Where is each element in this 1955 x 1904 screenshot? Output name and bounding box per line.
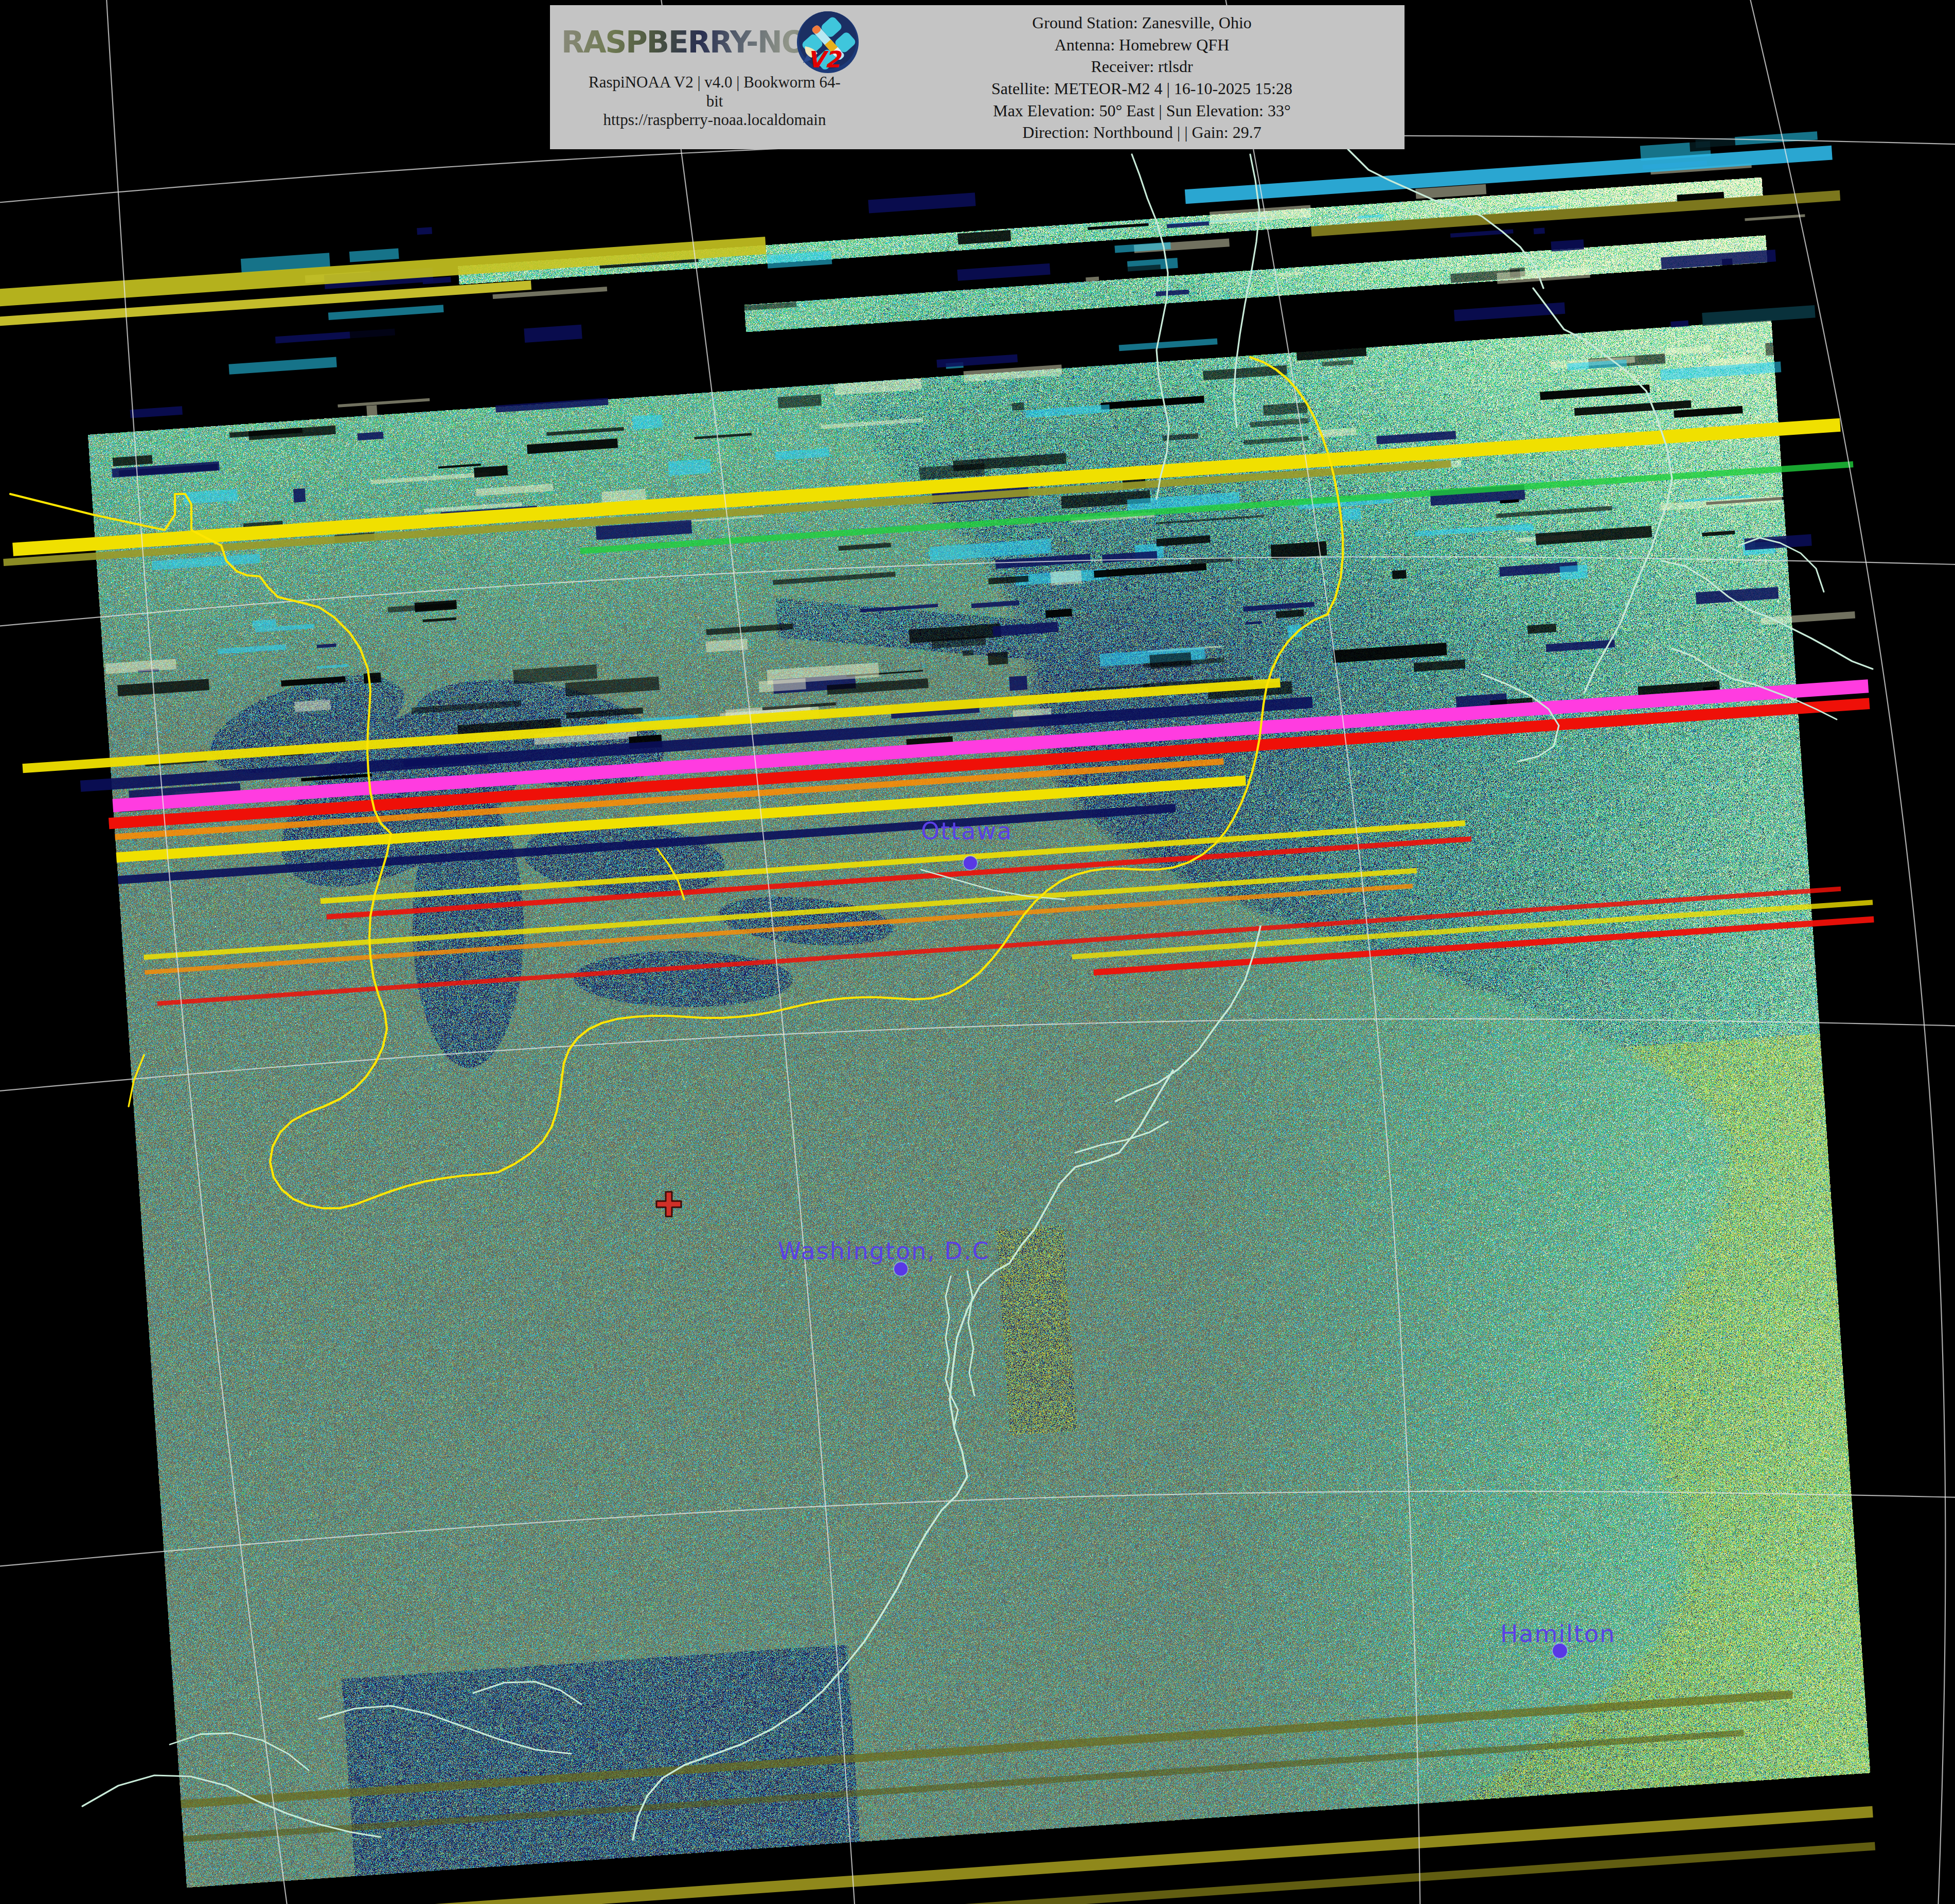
station-info-panel: RASPBERRY-NOAA	[550, 5, 1405, 149]
direction-gain-line: Direction: Northbound | | Gain: 29.7	[1022, 121, 1261, 144]
elevation-line: Max Elevation: 50° East | Sun Elevation:…	[993, 100, 1291, 122]
version-badge: V2	[807, 48, 841, 71]
receiver-line: Receiver: rtlsdr	[1091, 56, 1193, 78]
ground-station-line: Ground Station: Zanesville, Ohio	[1032, 12, 1252, 34]
brand-version-line: RaspiNOAA V2 | v4.0 | Bookworm 64-	[560, 73, 869, 92]
city-marker-dot	[964, 856, 977, 870]
satellite-line: Satellite: METEOR-M2 4 | 16-10-2025 15:2…	[991, 78, 1292, 100]
antenna-line: Antenna: Homebrew QFH	[1055, 34, 1229, 56]
city-marker-dot	[1553, 1644, 1567, 1658]
ground-station-crosshair	[653, 1189, 684, 1220]
satellite-pass-viewer: OttawaWashington, D.CHamilton RASPBERRY-…	[0, 0, 1955, 1904]
brand-block: RASPBERRY-NOAA	[550, 5, 879, 149]
pass-metadata-block: Ground Station: Zanesville, Ohio Antenna…	[879, 5, 1405, 149]
satellite-pass-image	[0, 0, 1955, 1904]
city-marker-dot	[894, 1262, 908, 1276]
brand-url: https://raspberry-noaa.localdomain	[560, 111, 869, 130]
brand-version-line-cont: bit	[560, 92, 869, 111]
brand-logo-row: RASPBERRY-NOAA	[555, 9, 874, 73]
